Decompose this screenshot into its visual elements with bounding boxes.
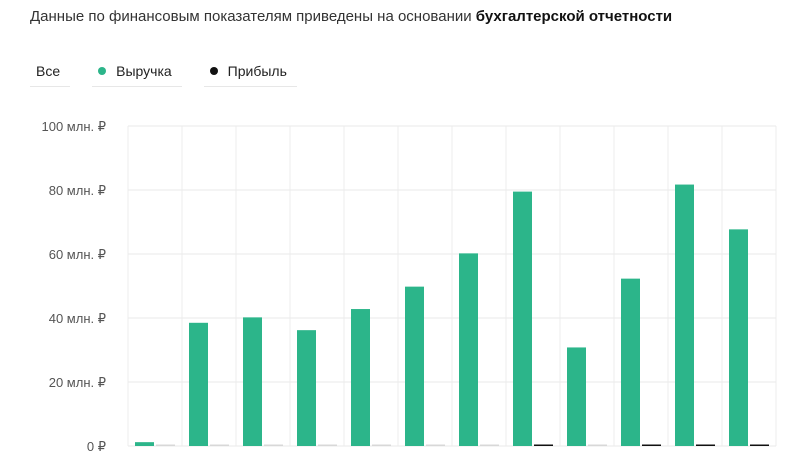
revenue-bar[interactable]: [135, 442, 154, 446]
profit-bar[interactable]: [480, 444, 499, 447]
filter-all[interactable]: Все: [30, 56, 71, 87]
header-note-bold: бухгалтерской отчетности: [475, 8, 673, 25]
revenue-bar[interactable]: [459, 253, 478, 446]
header-note: Данные по финансовым показателям приведе…: [30, 8, 672, 25]
revenue-bar[interactable]: [675, 184, 694, 446]
profit-bar[interactable]: [318, 444, 337, 447]
revenue-bar[interactable]: [351, 309, 370, 446]
y-tick-label: 0 ₽: [87, 439, 106, 454]
revenue-bar[interactable]: [189, 322, 208, 446]
profit-bar[interactable]: [372, 444, 391, 447]
revenue-dot-icon: [98, 67, 107, 75]
revenue-bar[interactable]: [729, 229, 748, 446]
profit-bar[interactable]: [156, 444, 175, 447]
profit-dot-icon: [209, 67, 218, 75]
filter-revenue-label: Выручка: [116, 63, 172, 79]
profit-bar[interactable]: [588, 444, 607, 447]
profit-bar[interactable]: [696, 444, 715, 447]
chart-filter-tabs: Все Выручка Прибыль: [30, 56, 319, 88]
profit-bar[interactable]: [426, 444, 445, 447]
filter-profit-label: Прибыль: [227, 63, 287, 79]
revenue-bar[interactable]: [513, 191, 532, 446]
header-note-text: Данные по финансовым показателям приведе…: [30, 8, 476, 25]
revenue-bar[interactable]: [243, 317, 262, 446]
y-tick-label: 20 млн. ₽: [49, 375, 106, 390]
filter-revenue[interactable]: Выручка: [92, 56, 182, 87]
filter-profit[interactable]: Прибыль: [203, 56, 297, 87]
profit-bar[interactable]: [264, 444, 283, 447]
revenue-bar[interactable]: [297, 330, 316, 446]
revenue-bar[interactable]: [621, 278, 640, 446]
chart: 0 ₽ 20 млн. ₽ 40 млн. ₽ 60 млн. ₽ 80 млн. ₽ 1…: [42, 119, 777, 454]
profit-bar[interactable]: [750, 444, 769, 447]
profit-bar[interactable]: [210, 444, 229, 447]
profit-bar[interactable]: [534, 444, 553, 447]
revenue-bar[interactable]: [405, 286, 424, 446]
filter-all-label: Все: [36, 63, 61, 79]
y-tick-label: 40 млн. ₽: [49, 311, 106, 326]
profit-bar[interactable]: [642, 444, 661, 447]
y-tick-label: 100 млн. ₽: [42, 119, 107, 134]
revenue-bar[interactable]: [567, 347, 586, 446]
y-tick-label: 60 млн. ₽: [49, 247, 106, 262]
y-tick-label: 80 млн. ₽: [49, 183, 106, 198]
